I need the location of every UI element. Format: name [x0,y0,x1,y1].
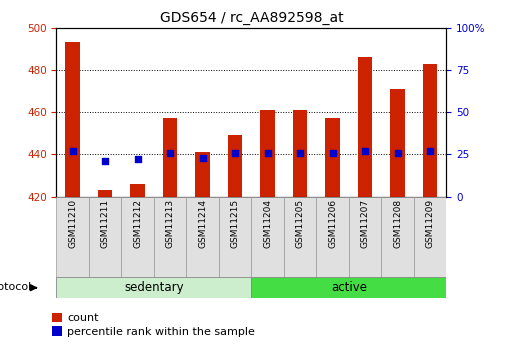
Bar [219,197,251,278]
Bar [358,57,372,197]
Text: GSM11211: GSM11211 [101,199,110,248]
Bar [349,197,381,278]
Point [393,150,402,156]
Point [199,155,207,160]
Bar [390,89,405,197]
Bar [154,197,186,278]
Bar [251,277,446,298]
Bar [122,197,154,278]
Bar [130,184,145,197]
Bar [381,197,414,278]
Point [166,150,174,156]
Bar [317,197,349,278]
Text: GSM11210: GSM11210 [68,199,77,248]
Bar [56,277,251,298]
Text: GSM11206: GSM11206 [328,199,337,248]
Bar [89,197,122,278]
Text: sedentary: sedentary [124,281,184,294]
Bar [228,135,243,197]
Text: GSM11204: GSM11204 [263,199,272,248]
Bar [325,118,340,197]
Text: GSM11208: GSM11208 [393,199,402,248]
Point [101,158,109,164]
Bar [163,118,177,197]
Bar [195,152,210,197]
Text: GSM11214: GSM11214 [198,199,207,248]
Legend: count, percentile rank within the sample: count, percentile rank within the sample [52,313,255,337]
Text: GSM11207: GSM11207 [361,199,369,248]
Text: GSM11213: GSM11213 [166,199,174,248]
Point [231,150,239,156]
Bar [260,110,275,197]
Text: GSM11205: GSM11205 [295,199,305,248]
Bar [186,197,219,278]
Text: GSM11215: GSM11215 [231,199,240,248]
Bar [284,197,317,278]
Bar [414,197,446,278]
Text: GSM11212: GSM11212 [133,199,142,248]
Point [328,150,337,156]
Point [69,148,77,154]
Text: protocol: protocol [0,282,31,292]
Text: active: active [331,281,367,294]
Bar [251,197,284,278]
Point [426,148,434,154]
Bar [65,42,80,197]
Bar [98,190,112,197]
Point [264,150,272,156]
Bar [56,197,89,278]
Point [361,148,369,154]
Title: GDS654 / rc_AA892598_at: GDS654 / rc_AA892598_at [160,11,343,25]
Bar [293,110,307,197]
Point [296,150,304,156]
Bar [423,63,438,197]
Text: GSM11209: GSM11209 [426,199,435,248]
Point [133,157,142,162]
